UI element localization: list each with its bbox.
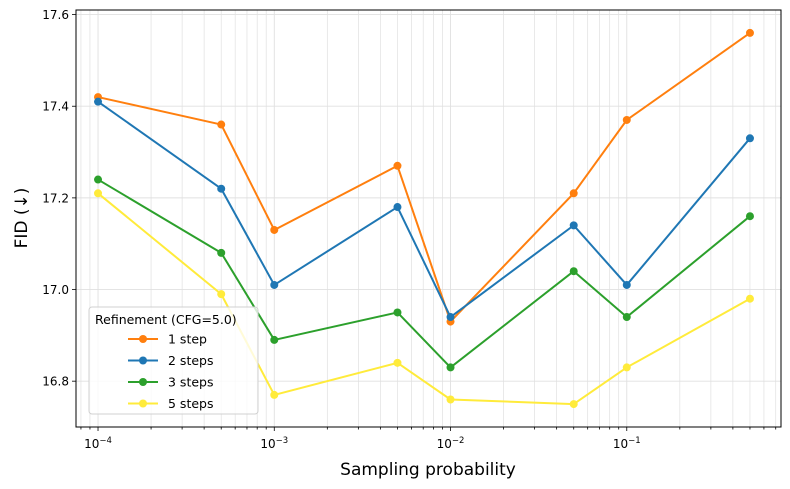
data-point xyxy=(446,313,455,322)
y-axis-ticks: 16.8 17.0 17.2 17.4 17.6 xyxy=(42,8,76,389)
legend-label: 3 steps xyxy=(168,375,213,390)
data-point xyxy=(270,280,279,289)
data-point xyxy=(393,358,402,367)
series-2-steps xyxy=(94,97,754,322)
data-point xyxy=(217,184,226,193)
data-point xyxy=(270,225,279,234)
data-point xyxy=(745,134,754,143)
data-point xyxy=(270,390,279,399)
x-tick-label: 10−1 xyxy=(613,436,641,451)
legend-marker xyxy=(139,399,147,408)
data-point xyxy=(94,189,103,198)
data-point xyxy=(393,308,402,317)
legend-entry: 3 steps xyxy=(128,375,213,390)
x-axis-label: Sampling probability xyxy=(340,460,516,480)
legend-marker xyxy=(139,378,147,386)
legend-entry: 5 steps xyxy=(128,396,213,411)
x-tick-label: 10−3 xyxy=(260,436,288,451)
data-point xyxy=(217,290,226,299)
grid xyxy=(76,10,781,427)
data-point xyxy=(569,221,578,230)
y-tick-label: 17.6 xyxy=(42,8,69,22)
data-point xyxy=(745,28,754,37)
legend-marker xyxy=(139,356,147,365)
data-point xyxy=(622,115,631,124)
y-tick-label: 17.2 xyxy=(42,191,69,205)
x-axis-ticks: 10−4 10−3 10−2 10−1 xyxy=(80,427,777,451)
legend-box xyxy=(88,306,259,415)
x-tick-label: 10−4 xyxy=(84,436,112,451)
legend-entries: 1 step 2 steps 3 steps 5 steps xyxy=(128,332,213,411)
data-point xyxy=(446,363,455,372)
data-point xyxy=(217,120,226,129)
data-point xyxy=(569,400,578,409)
y-tick-label: 17.0 xyxy=(42,283,69,297)
data-point xyxy=(270,335,279,344)
plot-frame xyxy=(75,9,782,428)
legend-title: Refinement (CFG=5.0) xyxy=(95,312,237,327)
data-point xyxy=(622,363,631,372)
data-point xyxy=(569,267,578,276)
data-point xyxy=(393,203,402,212)
y-tick-label: 17.4 xyxy=(42,100,69,114)
data-point xyxy=(94,175,103,184)
data-point xyxy=(217,248,226,257)
data-point xyxy=(745,212,754,221)
series-line xyxy=(97,100,751,319)
y-axis-label: FID (↓) xyxy=(12,188,32,249)
y-tick-label: 16.8 xyxy=(42,375,69,389)
data-point xyxy=(446,395,455,404)
series-line xyxy=(97,178,751,369)
data-point xyxy=(94,97,103,106)
legend-label: 1 step xyxy=(168,332,207,347)
legend-marker xyxy=(139,335,147,343)
legend: Refinement (CFG=5.0) 1 step 2 steps 3 step… xyxy=(88,306,259,415)
data-point xyxy=(745,294,754,303)
legend-label: 5 steps xyxy=(168,396,213,411)
data-point xyxy=(622,313,631,322)
series-line xyxy=(97,32,751,323)
data-point xyxy=(569,189,578,198)
data-point xyxy=(393,161,402,170)
legend-label: 2 steps xyxy=(168,353,213,368)
data-point xyxy=(622,280,631,289)
series-1-step xyxy=(94,28,754,326)
legend-entry: 2 steps xyxy=(128,353,213,368)
x-tick-label: 10−2 xyxy=(437,436,465,451)
legend-entry: 1 step xyxy=(128,332,207,347)
series-3-steps xyxy=(94,175,754,372)
